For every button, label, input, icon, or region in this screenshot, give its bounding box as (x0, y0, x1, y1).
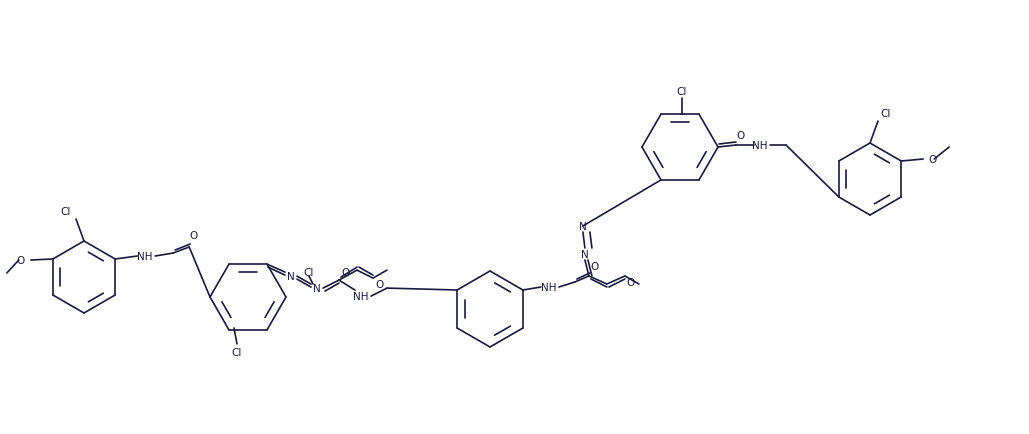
Text: N: N (581, 250, 589, 260)
Text: O: O (928, 155, 936, 164)
Text: O: O (189, 230, 198, 240)
Text: N: N (287, 271, 295, 281)
Text: NH: NH (138, 251, 153, 261)
Text: Cl: Cl (881, 109, 891, 119)
Text: N: N (313, 283, 321, 293)
Text: Cl: Cl (304, 267, 314, 277)
Text: O: O (591, 261, 599, 271)
Text: O: O (736, 131, 744, 141)
Text: Cl: Cl (61, 207, 71, 217)
Text: O: O (627, 277, 635, 287)
Text: O: O (16, 256, 25, 265)
Text: O: O (341, 267, 349, 277)
Text: NH: NH (752, 141, 768, 151)
Text: N: N (579, 221, 587, 231)
Text: Cl: Cl (677, 87, 687, 97)
Text: O: O (375, 279, 383, 289)
Text: NH: NH (353, 291, 368, 301)
Text: NH: NH (541, 283, 557, 293)
Text: Cl: Cl (232, 347, 242, 357)
